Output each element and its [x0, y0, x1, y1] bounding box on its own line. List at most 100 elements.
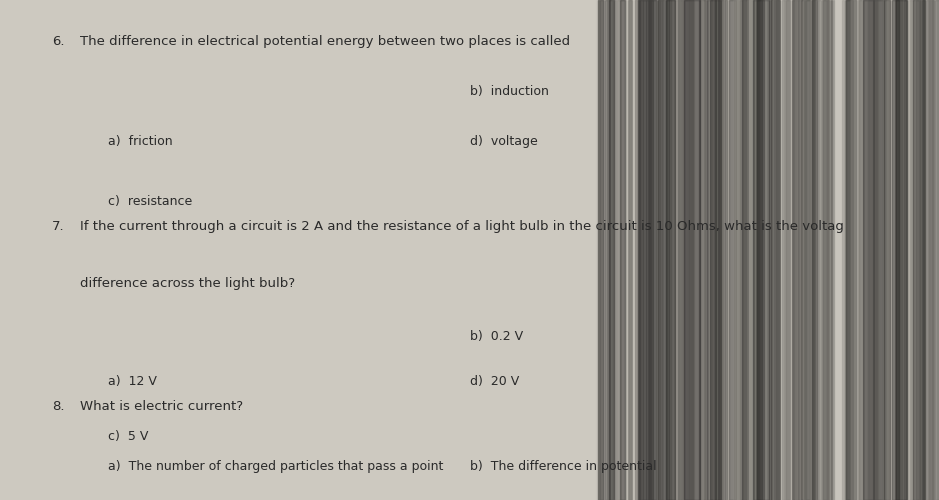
- FancyBboxPatch shape: [707, 0, 713, 500]
- FancyBboxPatch shape: [685, 0, 700, 500]
- FancyBboxPatch shape: [710, 0, 721, 500]
- FancyBboxPatch shape: [689, 0, 691, 500]
- FancyBboxPatch shape: [798, 0, 806, 500]
- FancyBboxPatch shape: [826, 0, 828, 500]
- FancyBboxPatch shape: [878, 0, 884, 500]
- FancyBboxPatch shape: [900, 0, 903, 500]
- FancyBboxPatch shape: [872, 0, 873, 500]
- FancyBboxPatch shape: [757, 0, 761, 500]
- Text: d)  20 V: d) 20 V: [470, 375, 518, 388]
- FancyBboxPatch shape: [786, 0, 791, 500]
- FancyBboxPatch shape: [743, 0, 747, 500]
- FancyBboxPatch shape: [678, 0, 684, 500]
- FancyBboxPatch shape: [798, 0, 806, 500]
- FancyBboxPatch shape: [784, 0, 788, 500]
- FancyBboxPatch shape: [863, 0, 874, 500]
- FancyBboxPatch shape: [773, 0, 778, 500]
- FancyBboxPatch shape: [629, 0, 631, 500]
- FancyBboxPatch shape: [721, 0, 723, 500]
- Text: a)  The number of charged particles that pass a point: a) The number of charged particles that …: [108, 460, 443, 473]
- FancyBboxPatch shape: [920, 0, 921, 500]
- FancyBboxPatch shape: [809, 0, 815, 500]
- FancyBboxPatch shape: [756, 0, 760, 500]
- FancyBboxPatch shape: [747, 0, 754, 500]
- FancyBboxPatch shape: [815, 0, 816, 500]
- FancyBboxPatch shape: [620, 0, 625, 500]
- FancyBboxPatch shape: [646, 0, 652, 500]
- FancyBboxPatch shape: [896, 0, 902, 500]
- FancyBboxPatch shape: [674, 0, 680, 500]
- FancyBboxPatch shape: [922, 0, 925, 500]
- FancyBboxPatch shape: [718, 0, 719, 500]
- FancyBboxPatch shape: [932, 0, 933, 500]
- FancyBboxPatch shape: [740, 0, 746, 500]
- FancyBboxPatch shape: [793, 0, 800, 500]
- FancyBboxPatch shape: [748, 0, 754, 500]
- FancyBboxPatch shape: [851, 0, 856, 500]
- FancyBboxPatch shape: [885, 0, 887, 500]
- FancyBboxPatch shape: [720, 0, 724, 500]
- FancyBboxPatch shape: [773, 0, 777, 500]
- Text: d)  voltage: d) voltage: [470, 135, 537, 148]
- FancyBboxPatch shape: [897, 0, 902, 500]
- FancyBboxPatch shape: [757, 0, 762, 500]
- FancyBboxPatch shape: [641, 0, 643, 500]
- FancyBboxPatch shape: [692, 0, 693, 500]
- FancyBboxPatch shape: [926, 0, 933, 500]
- FancyBboxPatch shape: [868, 0, 870, 500]
- FancyBboxPatch shape: [815, 0, 821, 500]
- FancyBboxPatch shape: [795, 0, 798, 500]
- FancyBboxPatch shape: [700, 0, 706, 500]
- FancyBboxPatch shape: [737, 0, 739, 500]
- FancyBboxPatch shape: [804, 0, 809, 500]
- FancyBboxPatch shape: [828, 0, 831, 500]
- FancyBboxPatch shape: [659, 0, 662, 500]
- FancyBboxPatch shape: [648, 0, 651, 500]
- FancyBboxPatch shape: [662, 0, 667, 500]
- FancyBboxPatch shape: [824, 0, 825, 500]
- FancyBboxPatch shape: [823, 0, 828, 500]
- FancyBboxPatch shape: [596, 0, 939, 500]
- FancyBboxPatch shape: [810, 0, 816, 500]
- FancyBboxPatch shape: [658, 0, 659, 500]
- FancyBboxPatch shape: [928, 0, 932, 500]
- FancyBboxPatch shape: [648, 0, 649, 500]
- FancyBboxPatch shape: [607, 0, 614, 500]
- FancyBboxPatch shape: [922, 0, 924, 500]
- FancyBboxPatch shape: [684, 0, 688, 500]
- FancyBboxPatch shape: [766, 0, 771, 500]
- FancyBboxPatch shape: [911, 0, 912, 500]
- FancyBboxPatch shape: [609, 0, 614, 500]
- FancyBboxPatch shape: [872, 0, 884, 500]
- FancyBboxPatch shape: [597, 0, 605, 500]
- Text: c)  5 V: c) 5 V: [108, 430, 148, 443]
- FancyBboxPatch shape: [842, 0, 844, 500]
- FancyBboxPatch shape: [670, 0, 671, 500]
- FancyBboxPatch shape: [935, 0, 938, 500]
- FancyBboxPatch shape: [737, 0, 743, 500]
- FancyBboxPatch shape: [744, 0, 746, 500]
- FancyBboxPatch shape: [700, 0, 704, 500]
- FancyBboxPatch shape: [903, 0, 906, 500]
- FancyBboxPatch shape: [726, 0, 733, 500]
- FancyBboxPatch shape: [822, 0, 829, 500]
- FancyBboxPatch shape: [854, 0, 855, 500]
- Text: What is electric current?: What is electric current?: [80, 400, 243, 413]
- FancyBboxPatch shape: [748, 0, 751, 500]
- FancyBboxPatch shape: [896, 0, 898, 500]
- FancyBboxPatch shape: [769, 0, 774, 500]
- FancyBboxPatch shape: [908, 0, 914, 500]
- Text: c)  resistance: c) resistance: [108, 195, 192, 208]
- FancyBboxPatch shape: [903, 0, 906, 500]
- FancyBboxPatch shape: [729, 0, 736, 500]
- FancyBboxPatch shape: [618, 0, 624, 500]
- FancyBboxPatch shape: [800, 0, 801, 500]
- Text: difference across the light bulb?: difference across the light bulb?: [80, 278, 295, 290]
- FancyBboxPatch shape: [732, 0, 737, 500]
- FancyBboxPatch shape: [801, 0, 806, 500]
- FancyBboxPatch shape: [701, 0, 703, 500]
- FancyBboxPatch shape: [620, 0, 625, 500]
- FancyBboxPatch shape: [657, 0, 664, 500]
- FancyBboxPatch shape: [807, 0, 810, 500]
- FancyBboxPatch shape: [868, 0, 873, 500]
